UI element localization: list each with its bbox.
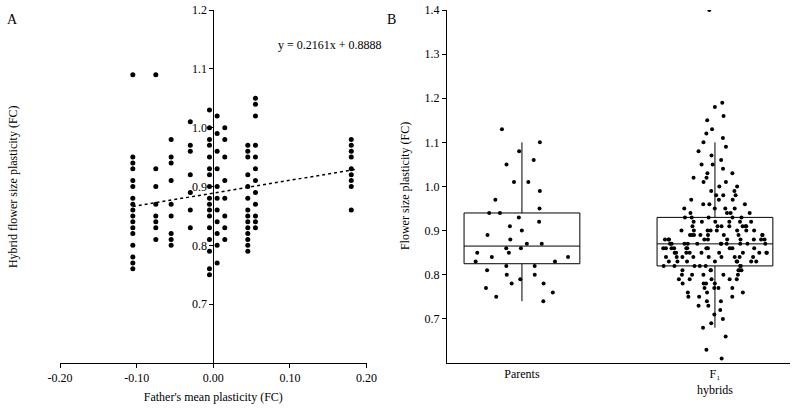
svg-text:1.2: 1.2 bbox=[192, 3, 207, 17]
svg-text:B: B bbox=[387, 12, 396, 27]
svg-text:0.9: 0.9 bbox=[425, 224, 440, 238]
svg-text:1.1: 1.1 bbox=[192, 62, 207, 76]
svg-text:-0.20: -0.20 bbox=[48, 371, 73, 385]
svg-text:A: A bbox=[7, 12, 18, 27]
svg-text:0.10: 0.10 bbox=[279, 371, 300, 385]
svg-text:1.0: 1.0 bbox=[425, 180, 440, 194]
svg-text:1.4: 1.4 bbox=[425, 3, 440, 17]
svg-text:Flower size plasticity (FC): Flower size plasticity (FC) bbox=[398, 122, 412, 250]
svg-text:Hybrid flower size plasticity: Hybrid flower size plasticity (FC) bbox=[6, 105, 20, 268]
svg-text:-0.10: -0.10 bbox=[124, 371, 149, 385]
svg-text:0.8: 0.8 bbox=[192, 239, 207, 253]
svg-text:0.7: 0.7 bbox=[425, 312, 440, 326]
svg-text:Parents: Parents bbox=[504, 367, 540, 381]
svg-text:1.3: 1.3 bbox=[425, 47, 440, 61]
svg-text:1.1: 1.1 bbox=[425, 136, 440, 150]
svg-text:0.8: 0.8 bbox=[425, 268, 440, 282]
svg-text:Father's mean plasticity (FC): Father's mean plasticity (FC) bbox=[144, 390, 283, 404]
svg-text:0.00: 0.00 bbox=[203, 371, 224, 385]
svg-text:0.9: 0.9 bbox=[192, 180, 207, 194]
svg-text:0.7: 0.7 bbox=[192, 297, 207, 311]
svg-text:F₁hybrids: F₁hybrids bbox=[697, 367, 733, 397]
svg-text:y = 0.2161x + 0.8888: y = 0.2161x + 0.8888 bbox=[278, 38, 382, 52]
svg-text:0.20: 0.20 bbox=[356, 371, 377, 385]
svg-text:1.2: 1.2 bbox=[425, 91, 440, 105]
svg-text:1.0: 1.0 bbox=[192, 121, 207, 135]
